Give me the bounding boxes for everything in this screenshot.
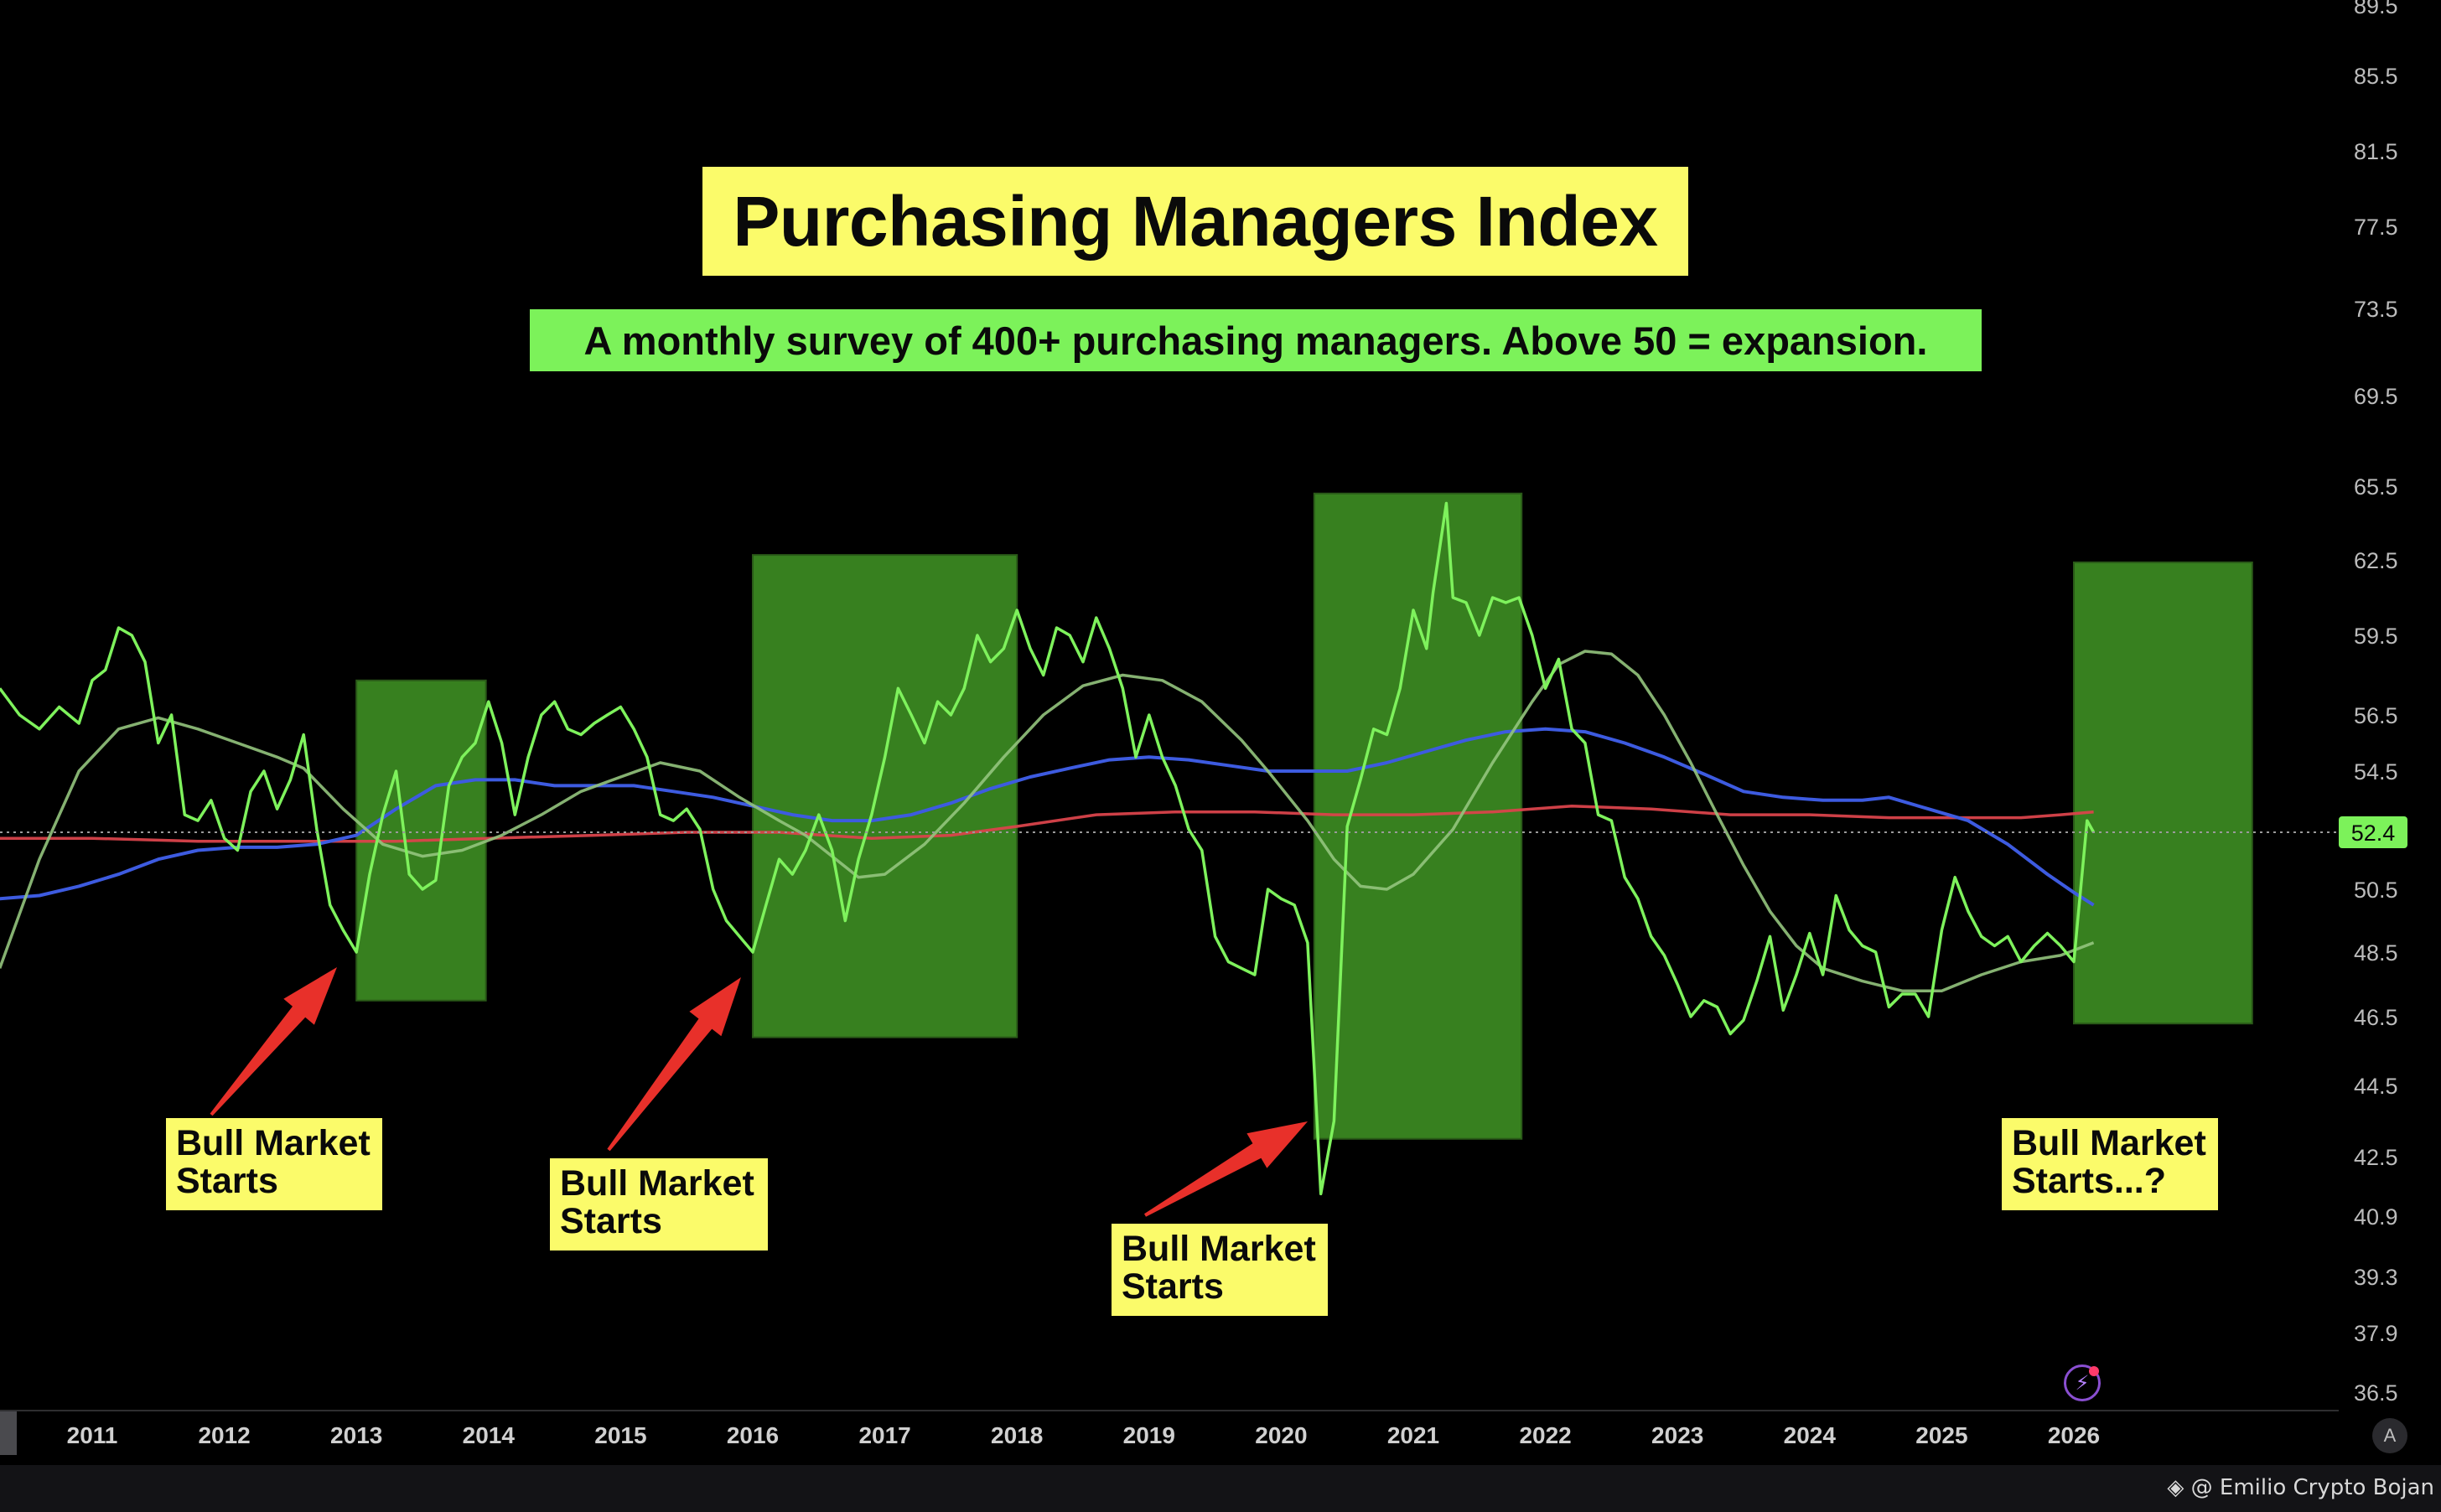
chart-subtitle: A monthly survey of 400+ purchasing mana…: [530, 309, 1982, 371]
x-tick-2017: 2017: [858, 1422, 910, 1448]
x-tick-2012: 2012: [198, 1422, 250, 1448]
series-pmi: [0, 501, 2096, 1196]
y-tick-77-5: 77.5: [2354, 215, 2398, 240]
series-lines: [0, 501, 2096, 1196]
y-tick-56-5: 56.5: [2354, 703, 2398, 728]
chart-title: Purchasing Managers Index: [702, 167, 1688, 276]
y-tick-59-5: 59.5: [2354, 624, 2398, 649]
y-tick-46-5: 46.5: [2354, 1005, 2398, 1030]
x-tick-2013: 2013: [330, 1422, 382, 1448]
x-tick-2025: 2025: [1915, 1422, 1967, 1448]
x-tick-2021: 2021: [1387, 1422, 1439, 1448]
arrow-1: [210, 967, 337, 1116]
auto-scale-button[interactable]: A: [2372, 1418, 2407, 1453]
lightning-icon[interactable]: ⚡: [2064, 1364, 2101, 1401]
x-tick-2018: 2018: [991, 1422, 1043, 1448]
callout-bull-market-3: Bull Market Starts: [1112, 1224, 1328, 1316]
y-tick-42-5: 42.5: [2354, 1145, 2398, 1170]
y-tick-85-5: 85.5: [2354, 64, 2398, 89]
y-tick-54-5: 54.5: [2354, 759, 2398, 784]
y-tick-39-3: 39.3: [2354, 1265, 2398, 1290]
x-axis-line: [0, 1410, 2339, 1411]
x-tick-2023: 2023: [1651, 1422, 1703, 1448]
watermark: ◈ @ Emilio Crypto Bojan: [2167, 1475, 2434, 1500]
y-tick-62-5: 62.5: [2354, 548, 2398, 573]
scroll-handle[interactable]: [0, 1411, 17, 1455]
x-tick-2015: 2015: [594, 1422, 646, 1448]
x-tick-2020: 2020: [1255, 1422, 1307, 1448]
bull-zone-4: [2073, 562, 2253, 1025]
watermark-text: @ Emilio Crypto Bojan: [2190, 1475, 2434, 1500]
series-ma-light: [0, 650, 2095, 992]
bull-zone-2: [752, 554, 1018, 1038]
x-tick-2022: 2022: [1519, 1422, 1571, 1448]
current-value-badge-bg: [2339, 816, 2407, 848]
x-axis: 2011 2012 2013 2014 2015 2016 2017 2018 2019 2020…: [67, 1422, 2101, 1448]
y-tick-37-9: 37.9: [2354, 1321, 2398, 1346]
y-tick-50-5: 50.5: [2354, 878, 2398, 903]
series-ma-red: [0, 804, 2094, 843]
x-tick-2024: 2024: [1784, 1422, 1837, 1448]
y-tick-65-5: 65.5: [2354, 474, 2398, 500]
y-tick-40-9: 40.9: [2354, 1204, 2398, 1230]
callout-bull-market-2: Bull Market Starts: [550, 1158, 768, 1251]
arrow-3: [1144, 1121, 1308, 1217]
y-tick-36-5: 36.5: [2354, 1380, 2398, 1406]
arrow-2: [607, 977, 741, 1152]
y-axis: 89.5 85.5 81.5 77.5 73.5 69.5 65.5 62.5 59.5 56.5…: [2354, 0, 2398, 1406]
y-tick-48-5: 48.5: [2354, 940, 2398, 966]
callout-arrows: [210, 967, 1308, 1217]
current-value-text: 52.4: [2351, 821, 2396, 846]
bull-zones: [355, 492, 2253, 1140]
x-tick-2011: 2011: [67, 1422, 118, 1448]
footer-bar: [0, 1465, 2441, 1512]
notification-dot-icon: [2089, 1366, 2099, 1376]
x-tick-2026: 2026: [2048, 1422, 2100, 1448]
x-tick-2016: 2016: [727, 1422, 779, 1448]
binance-icon: ◈: [2167, 1475, 2191, 1500]
y-tick-89-5: 89.5: [2354, 0, 2398, 18]
x-tick-2014: 2014: [463, 1422, 516, 1448]
series-ma-blue: [0, 727, 2095, 907]
y-tick-81-5: 81.5: [2354, 139, 2398, 164]
y-tick-73-5: 73.5: [2354, 297, 2398, 322]
current-value-badge: 52.4: [2339, 816, 2407, 848]
y-tick-69-5: 69.5: [2354, 384, 2398, 409]
callout-bull-market-4: Bull Market Starts...?: [2002, 1118, 2218, 1210]
y-tick-44-5: 44.5: [2354, 1074, 2398, 1099]
x-tick-2019: 2019: [1123, 1422, 1175, 1448]
callout-bull-market-1: Bull Market Starts: [166, 1118, 382, 1210]
